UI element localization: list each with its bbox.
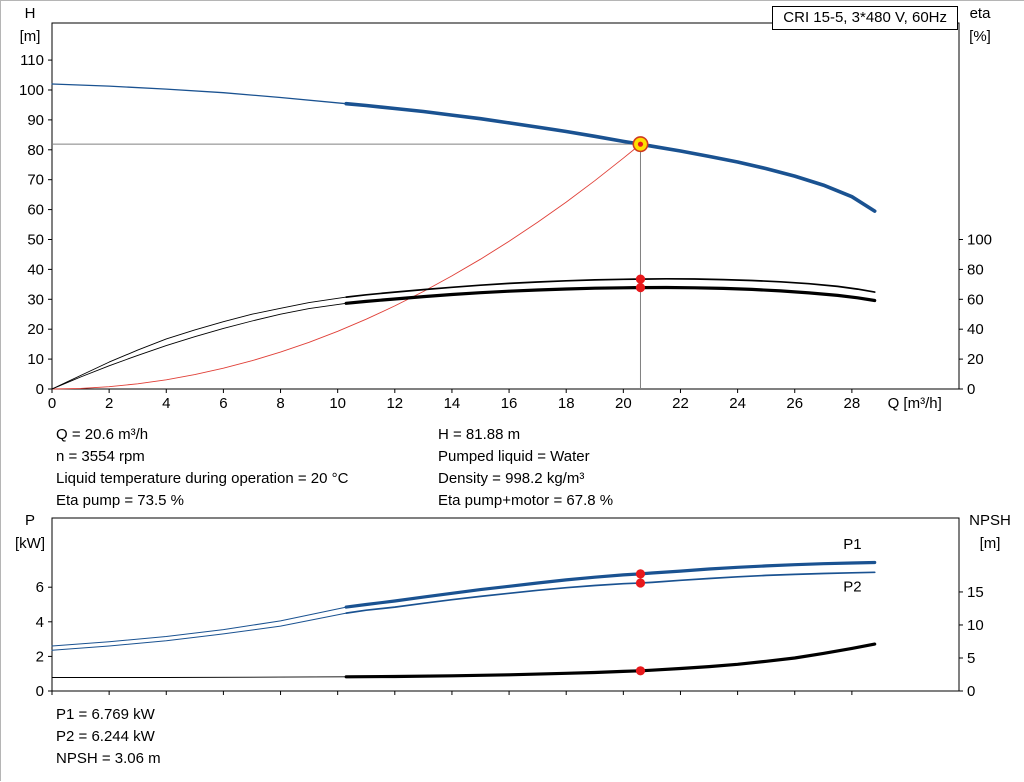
x-tick-label: 8 — [276, 395, 284, 412]
eta-pump-curve — [345, 277, 876, 298]
y-right-tick-label: 20 — [967, 351, 984, 368]
duty-dot-marker — [635, 569, 646, 579]
y-right-tick-label: 5 — [967, 650, 975, 667]
operating-data-right: H = 81.88 m Pumped liquid = Water Densit… — [438, 424, 613, 512]
x-tick-label: 18 — [558, 395, 575, 412]
info-eta-pump: Eta pump = 73.5 % — [56, 492, 184, 509]
y-left-tick-label: 100 — [19, 82, 44, 99]
y-left-tick-label: 90 — [27, 112, 44, 129]
info-speed: n = 3554 rpm — [56, 448, 145, 465]
y-right-tick-label: 40 — [967, 321, 984, 338]
info-liquid: Pumped liquid = Water — [438, 448, 590, 465]
info-eta-total: Eta pump+motor = 67.8 % — [438, 492, 614, 509]
y-left-tick-label: 110 — [20, 52, 44, 69]
duty-dot-marker — [635, 666, 646, 676]
y-right-tick-label: 0 — [967, 683, 975, 700]
operating-data-left: Q = 20.6 m³/h n = 3554 rpm Liquid temper… — [56, 424, 348, 512]
x-tick-label: 26 — [786, 395, 803, 412]
pump-curve-low-curve — [51, 83, 347, 105]
y-left-axis-unit: [m] — [20, 28, 41, 45]
y-left-tick-label: 50 — [27, 231, 44, 248]
y-left-tick-label: 40 — [27, 261, 44, 278]
curve-label-p2: P2 — [843, 579, 861, 596]
y-right-tick-label: 10 — [967, 617, 984, 634]
x-tick-label: 16 — [501, 395, 518, 412]
y-right-tick-label: 80 — [967, 261, 984, 278]
y-right-axis-unit: [m] — [980, 535, 1001, 552]
eta-pump-motor-low-curve — [51, 302, 347, 390]
x-tick-label: 0 — [48, 395, 56, 412]
y-right-tick-label: 15 — [967, 584, 984, 601]
npsh-curve — [344, 642, 877, 679]
y-left-tick-label: 80 — [27, 142, 44, 159]
info-density: Density = 998.2 kg/m³ — [438, 470, 585, 487]
eta-pump-motor-curve — [344, 285, 877, 305]
power-npsh-chart-frame — [51, 517, 960, 692]
p2-curve — [345, 571, 876, 614]
npsh-low-curve — [51, 676, 347, 678]
y-left-tick-label: 60 — [27, 202, 44, 219]
info-flow: Q = 20.6 m³/h — [56, 426, 149, 443]
y-left-axis-title: P — [25, 512, 35, 529]
duty-dot-marker — [635, 274, 646, 284]
pump-curve-curve — [344, 101, 877, 213]
result-npsh: NPSH = 3.06 m — [56, 750, 161, 767]
x-tick-label: 20 — [615, 395, 632, 412]
y-left-tick-label: 2 — [36, 648, 44, 665]
x-tick-label: 28 — [844, 395, 861, 412]
pump-model-title: CRI 15-5, 3*480 V, 60Hz — [772, 6, 958, 30]
duty-point-center — [637, 141, 644, 147]
duty-dot-marker — [635, 578, 646, 588]
y-left-tick-label: 20 — [27, 321, 44, 338]
y-left-tick-label: 4 — [36, 614, 44, 631]
y-right-tick-label: 0 — [967, 381, 975, 398]
duty-dot-marker — [635, 283, 646, 293]
x-tick-label: 24 — [729, 395, 746, 412]
x-axis-label: Q [m³/h] — [888, 395, 942, 412]
qh-eta-chart-frame — [51, 22, 960, 390]
result-block: P1 = 6.769 kW P2 = 6.244 kW NPSH = 3.06 … — [56, 704, 161, 770]
x-tick-label: 4 — [162, 395, 170, 412]
x-tick-label: 22 — [672, 395, 689, 412]
p2-low-curve — [51, 612, 347, 651]
y-left-tick-label: 70 — [27, 172, 44, 189]
x-tick-label: 6 — [219, 395, 227, 412]
result-p2: P2 = 6.244 kW — [56, 728, 155, 745]
info-temp: Liquid temperature during operation = 20… — [56, 470, 349, 487]
curve-label-p1: P1 — [843, 536, 861, 553]
x-tick-label: 12 — [386, 395, 403, 412]
system-curve-curve — [51, 143, 641, 390]
x-tick-label: 2 — [105, 395, 113, 412]
y-right-axis-title: NPSH — [969, 512, 1011, 529]
x-tick-label: 10 — [329, 395, 346, 412]
y-left-tick-label: 0 — [36, 683, 44, 700]
y-left-tick-label: 30 — [27, 291, 44, 308]
y-left-tick-label: 10 — [27, 351, 44, 368]
x-tick-label: 14 — [444, 395, 461, 412]
p1-curve — [344, 560, 877, 609]
y-right-axis-unit: [%] — [969, 28, 991, 45]
p1-low-curve — [51, 606, 347, 647]
y-left-tick-label: 0 — [36, 381, 44, 398]
y-left-tick-label: 6 — [36, 579, 44, 596]
eta-pump-low-curve — [51, 296, 347, 390]
result-p1: P1 = 6.769 kW — [56, 706, 155, 723]
y-left-axis-unit: [kW] — [15, 535, 45, 552]
y-right-axis-title: eta — [970, 5, 992, 22]
info-head: H = 81.88 m — [438, 426, 521, 443]
y-left-axis-title: H — [25, 5, 36, 22]
y-right-tick-label: 100 — [967, 231, 992, 248]
y-right-tick-label: 60 — [967, 291, 984, 308]
